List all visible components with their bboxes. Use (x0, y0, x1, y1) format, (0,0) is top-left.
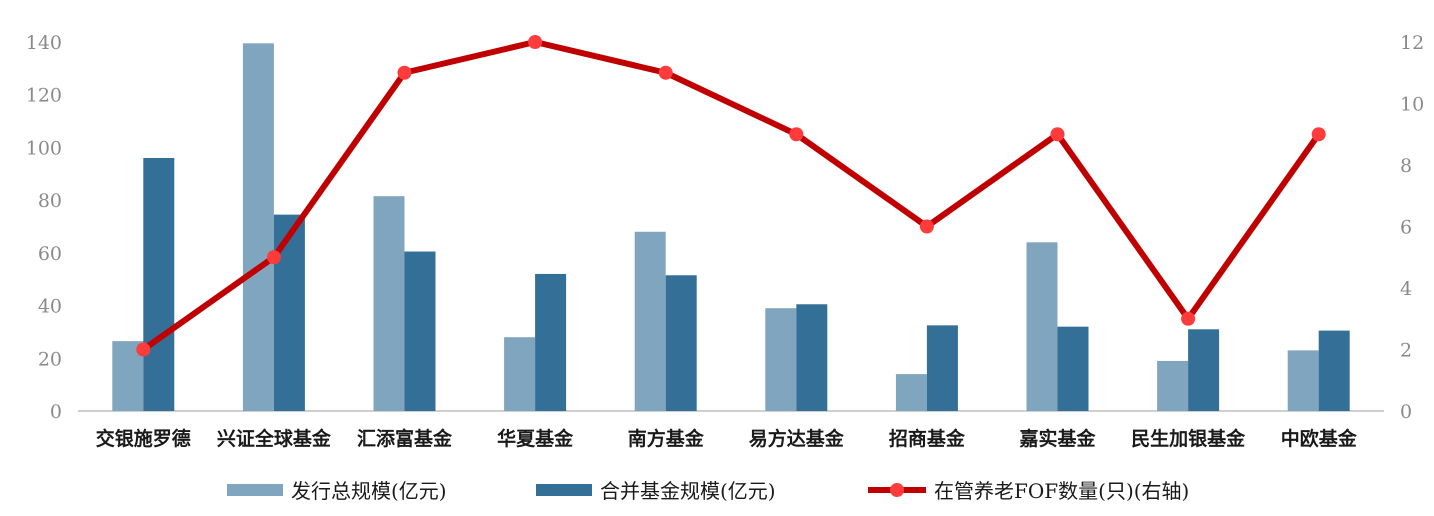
line-point (1181, 311, 1196, 326)
x-tick-label: 汇添富基金 (357, 427, 453, 450)
y-right-tick-label: 2 (1400, 340, 1412, 362)
y-right-tick-label: 6 (1400, 217, 1412, 239)
bar (1318, 330, 1350, 411)
y-right-tick-label: 0 (1400, 401, 1412, 423)
bar (1188, 329, 1220, 411)
y-left-tick-label: 80 (38, 190, 62, 212)
legend-marker (890, 483, 904, 497)
bars (112, 43, 1350, 411)
bar (1026, 242, 1058, 411)
legend-label: 合并基金规模(亿元) (600, 479, 776, 503)
y-left-tick-label: 20 (38, 348, 62, 370)
bar (634, 231, 666, 411)
x-tick-label: 南方基金 (628, 427, 705, 450)
x-tick-label: 民生加银基金 (1131, 427, 1246, 450)
bar (1287, 350, 1319, 411)
x-tick-label: 华夏基金 (497, 427, 574, 450)
line-point (136, 342, 151, 357)
category-labels: 交银施罗德 兴证全球基金 汇添富基金 华夏基金 南方基金 易方达基金 招商基金 嘉实基金 民生加… (96, 427, 1358, 450)
right-axis: 0 2 4 6 8 10 12 (1400, 32, 1424, 423)
x-tick-label: 招商基金 (889, 427, 966, 450)
line-point (397, 65, 412, 80)
y-left-tick-label: 140 (26, 32, 62, 54)
y-left-tick-label: 100 (26, 137, 62, 159)
legend-label: 在管养老FOF数量(只)(右轴) (934, 479, 1189, 503)
bar (1057, 326, 1089, 411)
x-tick-label: 交银施罗德 (96, 427, 191, 450)
bar (535, 273, 567, 411)
bar (273, 214, 305, 411)
legend-swatch (227, 484, 283, 496)
bar (404, 251, 436, 411)
legend-swatch (536, 484, 592, 496)
bar (143, 157, 175, 411)
y-left-tick-label: 60 (38, 243, 62, 265)
y-left-tick-label: 40 (38, 296, 62, 318)
y-left-tick-label: 120 (26, 85, 62, 107)
line-point (1050, 127, 1065, 142)
y-right-tick-label: 12 (1400, 32, 1424, 54)
bar (1157, 360, 1189, 411)
bar (242, 43, 274, 411)
x-tick-label: 嘉实基金 (1018, 427, 1096, 450)
y-right-tick-label: 10 (1400, 94, 1424, 116)
bar (926, 325, 958, 411)
line-point (266, 250, 281, 265)
legend: 发行总规模(亿元) 合并基金规模(亿元) 在管养老FOF数量(只)(右轴) (227, 479, 1189, 503)
line-series (136, 35, 1326, 357)
left-axis: 0 20 40 60 80 100 120 140 (26, 32, 62, 423)
x-tick-label: 兴证全球基金 (217, 427, 332, 450)
bar (665, 275, 697, 411)
line-point (919, 219, 934, 234)
line-point (1311, 127, 1326, 142)
line-point (789, 127, 804, 142)
legend-label: 发行总规模(亿元) (291, 479, 447, 503)
line-point (528, 35, 543, 49)
y-left-tick-label: 0 (50, 401, 62, 423)
bar (796, 304, 828, 411)
y-right-tick-label: 8 (1400, 155, 1412, 177)
x-tick-label: 中欧基金 (1281, 427, 1358, 450)
bar (895, 374, 927, 411)
bar (373, 196, 405, 411)
line-point (658, 65, 673, 80)
x-tick-label: 易方达基金 (749, 427, 845, 450)
bar (765, 308, 797, 411)
bar (504, 337, 536, 411)
series-line (141, 39, 1322, 352)
y-right-tick-label: 4 (1400, 278, 1412, 300)
